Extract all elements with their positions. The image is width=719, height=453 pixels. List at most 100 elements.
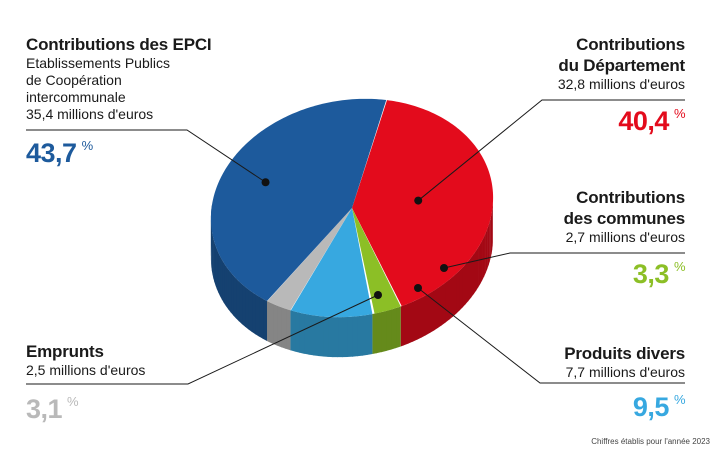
pie-side-communes bbox=[372, 313, 377, 355]
pie-side-departement bbox=[490, 213, 492, 258]
epci-percent: 43,7% bbox=[26, 138, 93, 168]
pie-side-divers bbox=[356, 315, 363, 357]
leader-line-divers bbox=[417, 287, 685, 384]
pie-side-divers bbox=[342, 316, 348, 358]
leader-dot-departement bbox=[414, 196, 423, 205]
pie-side-epci bbox=[218, 252, 221, 297]
pie-side-emprunts bbox=[268, 301, 274, 344]
pie-side-epci bbox=[225, 265, 229, 310]
departement-amount: 32,8 millions d'euros bbox=[557, 76, 685, 92]
leader-dot-emprunts bbox=[374, 291, 382, 299]
label-emprunts: Emprunts 2,5 millions d'euros 3,1% bbox=[26, 341, 226, 424]
pie-side-departement bbox=[407, 301, 414, 344]
departement-title-1: Contributions bbox=[576, 35, 685, 54]
label-departement: Contributions du Département 32,8 millio… bbox=[485, 34, 686, 136]
pie-side-communes bbox=[385, 309, 392, 352]
pie-side-communes bbox=[376, 312, 382, 354]
pie-side-epci bbox=[214, 241, 216, 287]
pie-side-divers bbox=[303, 313, 310, 355]
communes-title-2: des communes bbox=[563, 209, 686, 228]
emprunts-title: Emprunts bbox=[26, 342, 104, 361]
emprunts-percent: 3,1% bbox=[26, 394, 79, 424]
epci-desc-2: de Coopération bbox=[26, 72, 122, 88]
departement-title-2: du Département bbox=[558, 56, 685, 75]
leader-dot-epci bbox=[261, 178, 270, 187]
pie-side-divers bbox=[361, 314, 368, 356]
leader-dot-divers bbox=[414, 284, 422, 292]
pie-side-departement bbox=[489, 217, 491, 262]
pie-side-departement bbox=[416, 297, 422, 340]
epci-desc-3: intercommunale bbox=[26, 89, 126, 105]
pie-side-divers bbox=[327, 316, 334, 358]
pie-side-divers bbox=[347, 316, 353, 357]
pie-side-departement bbox=[492, 205, 493, 251]
pie-side-departement bbox=[478, 243, 481, 288]
pie-side-epci bbox=[238, 281, 243, 325]
leader-line-epci bbox=[26, 129, 266, 183]
pie-side-divers bbox=[352, 316, 358, 357]
pie-side-communes bbox=[395, 306, 401, 349]
label-communes: Contributions des communes 2,7 millions … bbox=[485, 187, 686, 289]
pie-side-departement bbox=[400, 305, 405, 347]
emprunts-amount: 2,5 millions d'euros bbox=[26, 362, 146, 378]
pie-side-divers bbox=[337, 317, 343, 358]
pie-side-epci bbox=[230, 272, 234, 316]
pie-slice-divers bbox=[290, 208, 373, 318]
pie-side-epci bbox=[219, 255, 223, 300]
pie-slice-communes bbox=[352, 208, 401, 314]
communes-amount: 2,7 millions d'euros bbox=[565, 229, 685, 245]
pie-side-epci bbox=[221, 259, 225, 304]
pie-side-epci bbox=[228, 269, 232, 313]
pie-side-emprunts bbox=[267, 300, 270, 343]
pie-slice-emprunts bbox=[267, 208, 352, 311]
pie-side-epci bbox=[251, 291, 256, 335]
footnote: Chiffres établis pour l'année 2023 bbox=[591, 437, 710, 446]
pie-side-departement bbox=[429, 290, 435, 334]
pie-side-epci bbox=[233, 275, 237, 319]
communes-title-1: Contributions bbox=[576, 188, 685, 207]
leader-line-emprunts bbox=[26, 294, 379, 385]
pie-side-divers bbox=[313, 315, 319, 357]
pie-side-emprunts bbox=[281, 307, 287, 349]
pie-side-departement bbox=[470, 254, 474, 298]
pie-side-departement bbox=[465, 260, 469, 305]
divers-amount: 7,7 millions d'euros bbox=[565, 364, 685, 380]
pie-side-divers bbox=[294, 311, 300, 353]
pie-side-departement bbox=[433, 287, 439, 331]
pie-side-departement bbox=[475, 247, 479, 292]
pie-side-departement bbox=[462, 264, 466, 308]
epci-desc-1: Etablissements Publics bbox=[26, 55, 170, 71]
pie-slice-epci bbox=[210, 98, 387, 301]
leader-line-communes bbox=[443, 252, 685, 269]
pie-side-divers bbox=[299, 312, 305, 354]
pie-side-divers bbox=[366, 314, 373, 356]
departement-percent: 40,4% bbox=[618, 106, 685, 136]
pie-side-epci bbox=[244, 286, 249, 330]
pie-side-epci bbox=[213, 238, 215, 283]
epci-amount: 35,4 millions d'euros bbox=[26, 106, 154, 122]
pie-side-departement bbox=[437, 285, 443, 329]
pie-side-divers bbox=[332, 317, 339, 358]
divers-percent: 9,5% bbox=[632, 392, 686, 422]
pie-side-departement bbox=[403, 303, 409, 346]
pie-side-departement bbox=[445, 279, 450, 323]
pie-side-departement bbox=[412, 299, 418, 342]
pie-side-departement bbox=[421, 295, 427, 338]
leader-dot-communes bbox=[440, 264, 448, 272]
pie-side-epci bbox=[212, 234, 214, 279]
pie-side-departement bbox=[459, 267, 463, 312]
pie-slice-departement bbox=[352, 100, 494, 307]
pie-side-departement bbox=[473, 250, 477, 295]
pie-side-divers bbox=[290, 310, 296, 352]
pie-side-departement bbox=[448, 276, 453, 320]
pie-side-departement bbox=[455, 270, 460, 315]
divers-title: Produits divers bbox=[564, 344, 685, 363]
pie-side-epci bbox=[241, 283, 246, 328]
pie-side-departement bbox=[452, 273, 457, 318]
leader-line-departement bbox=[417, 99, 685, 201]
pie-side-epci bbox=[262, 298, 268, 341]
pie-side-epci bbox=[255, 294, 260, 337]
pie-side-divers bbox=[317, 315, 324, 357]
pie-side-epci bbox=[235, 278, 240, 322]
